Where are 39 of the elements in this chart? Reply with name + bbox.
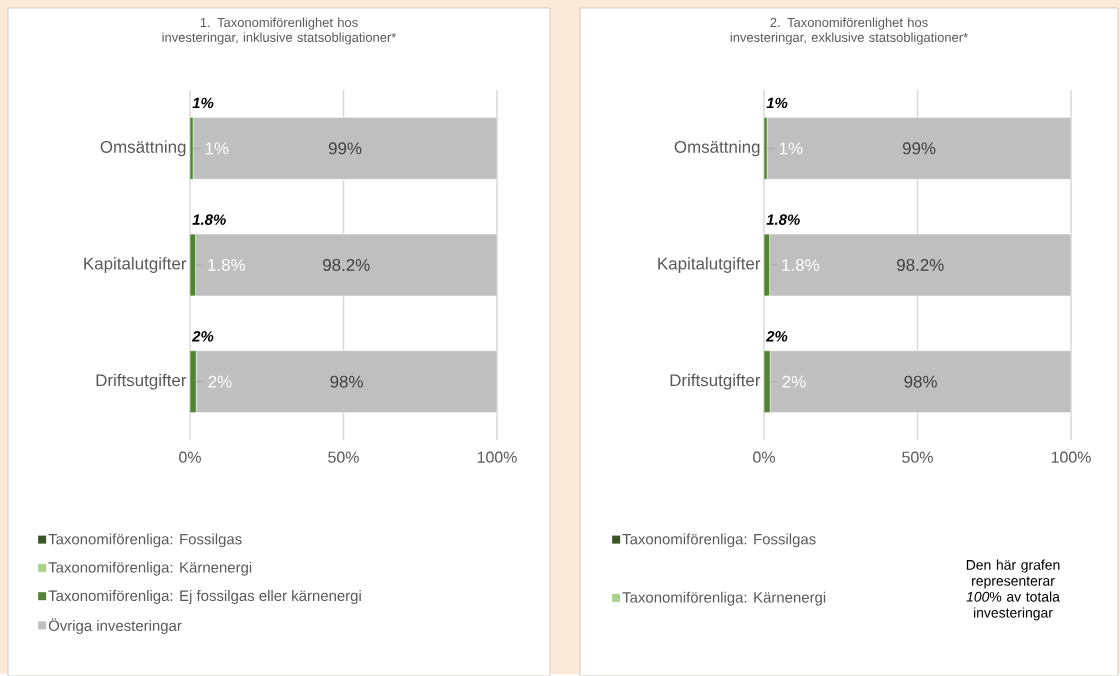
chart-title: 2. Taxonomiförenlighet hos investeringar, exklusive statsobligationer*	[730, 17, 968, 45]
legend-label: Taxonomiförenliga: Ej fossilgas eller kärnenergi	[48, 589, 361, 604]
annotation: 1%	[766, 97, 788, 108]
annotation: 1%	[192, 97, 214, 108]
chart-title: 1. Taxonomiförenlighet hos investeringar, inklusive statsobligationer*	[162, 17, 397, 45]
data-label: 99%	[902, 142, 936, 155]
data-label: 1%	[205, 142, 229, 154]
data-label: 2%	[782, 375, 806, 388]
x-tick-label: 50%	[328, 451, 359, 463]
text: Den här grafen representerar 100% av totala investeringar	[966, 559, 1060, 621]
x-tick-label: 50%	[902, 451, 933, 463]
annotation: 2%	[765, 330, 788, 342]
data-label: 1.8%	[208, 258, 246, 271]
y-tick-label: Kapitalutgifter	[84, 256, 187, 273]
legend-label: Övriga investeringar	[48, 618, 182, 634]
data-label: 98%	[904, 375, 937, 388]
y-tick-label: Omsättning	[674, 140, 760, 156]
legend-label: Taxonomiförenliga: Fossilgas	[48, 533, 242, 548]
legend-label: Taxonomiförenliga: Kärnenergi	[48, 561, 252, 576]
data-label: 1%	[779, 142, 803, 154]
annotation: 2%	[191, 330, 214, 342]
data-label: 98%	[330, 375, 363, 388]
x-tick-label: 0%	[753, 451, 775, 463]
legend-label: Taxonomiförenliga: Kärnenergi	[622, 591, 826, 606]
data-label: 99%	[328, 142, 362, 155]
y-tick-label: Driftsutgifter	[670, 373, 761, 390]
x-tick-label: 0%	[179, 451, 201, 463]
legend-label: Taxonomiförenliga: Fossilgas	[622, 533, 816, 548]
annotation: 1.8%	[766, 214, 800, 225]
data-label: 2%	[208, 375, 232, 388]
data-label: 98.2%	[897, 258, 944, 271]
data-label: 1.8%	[782, 258, 820, 271]
y-tick-label: Kapitalutgifter	[658, 256, 761, 273]
y-tick-label: Driftsutgifter	[96, 373, 187, 390]
x-tick-label: 100%	[477, 451, 517, 463]
annotation: 1.8%	[192, 214, 226, 225]
data-label: 98.2%	[323, 258, 370, 271]
x-tick-label: 100%	[1051, 451, 1091, 463]
y-tick-label: Omsättning	[100, 140, 186, 156]
